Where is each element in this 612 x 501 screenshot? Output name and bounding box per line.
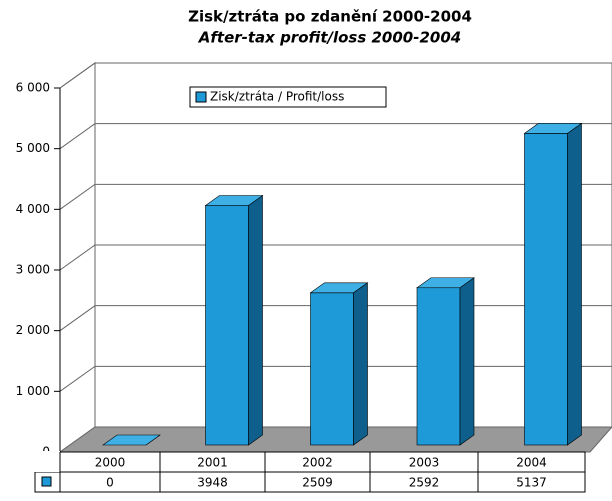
bar-front [524, 133, 568, 446]
table-value: 2592 [409, 476, 440, 490]
y-tick-label: 4 000 [16, 202, 50, 216]
grid-line [59, 62, 612, 89]
table-value: 2509 [302, 476, 333, 490]
table-value: 0 [106, 476, 114, 490]
x-tick-label: 2003 [409, 456, 440, 470]
legend [189, 86, 387, 108]
bar-side [459, 277, 475, 446]
y-tick-label: 1 000 [16, 384, 50, 398]
bar-front [310, 292, 354, 446]
y-tick-label: 6 000 [16, 81, 50, 95]
bar [309, 282, 369, 446]
grid-line [59, 123, 612, 150]
legend-label: Zisk/ztráta / Profit/loss [210, 90, 344, 104]
chart-subtitle: After-tax profit/loss 2000-2004 [198, 29, 461, 47]
bar-top [204, 195, 264, 206]
bar-side [248, 194, 263, 446]
legend-swatch [195, 91, 207, 103]
bars [102, 122, 583, 446]
bar [102, 434, 161, 446]
x-tick-label: 2002 [302, 456, 333, 470]
y-tick-label: 3 000 [16, 263, 50, 277]
x-tick-label: 2004 [516, 456, 547, 470]
bar-side [567, 122, 582, 446]
bar-top [309, 282, 369, 294]
bar [204, 194, 264, 446]
bar-top [102, 434, 161, 446]
grid-line [59, 183, 612, 210]
bar-top [416, 277, 475, 289]
bar-side [353, 282, 368, 446]
table-value: 3948 [197, 476, 228, 490]
table-blank [34, 451, 60, 472]
x-tick-label: 2001 [197, 456, 228, 470]
x-tick-label: 2000 [95, 456, 126, 470]
grid-line [59, 244, 612, 271]
table-legend-swatch [41, 476, 52, 487]
bar-top [523, 123, 583, 134]
data-table: 2000 0 2001 3948 2002 2509 2003 2592 2004 5137 [34, 451, 586, 493]
bar [416, 277, 475, 446]
table-value: 5137 [516, 476, 547, 490]
bar-front [416, 287, 461, 446]
bar-front [205, 205, 249, 446]
bar [523, 122, 583, 446]
y-tick-label: 5 000 [16, 141, 50, 155]
y-tick-label: 2 000 [16, 323, 50, 337]
chart-title: Zisk/ztráta po zdanění 2000-2004 [188, 8, 472, 26]
